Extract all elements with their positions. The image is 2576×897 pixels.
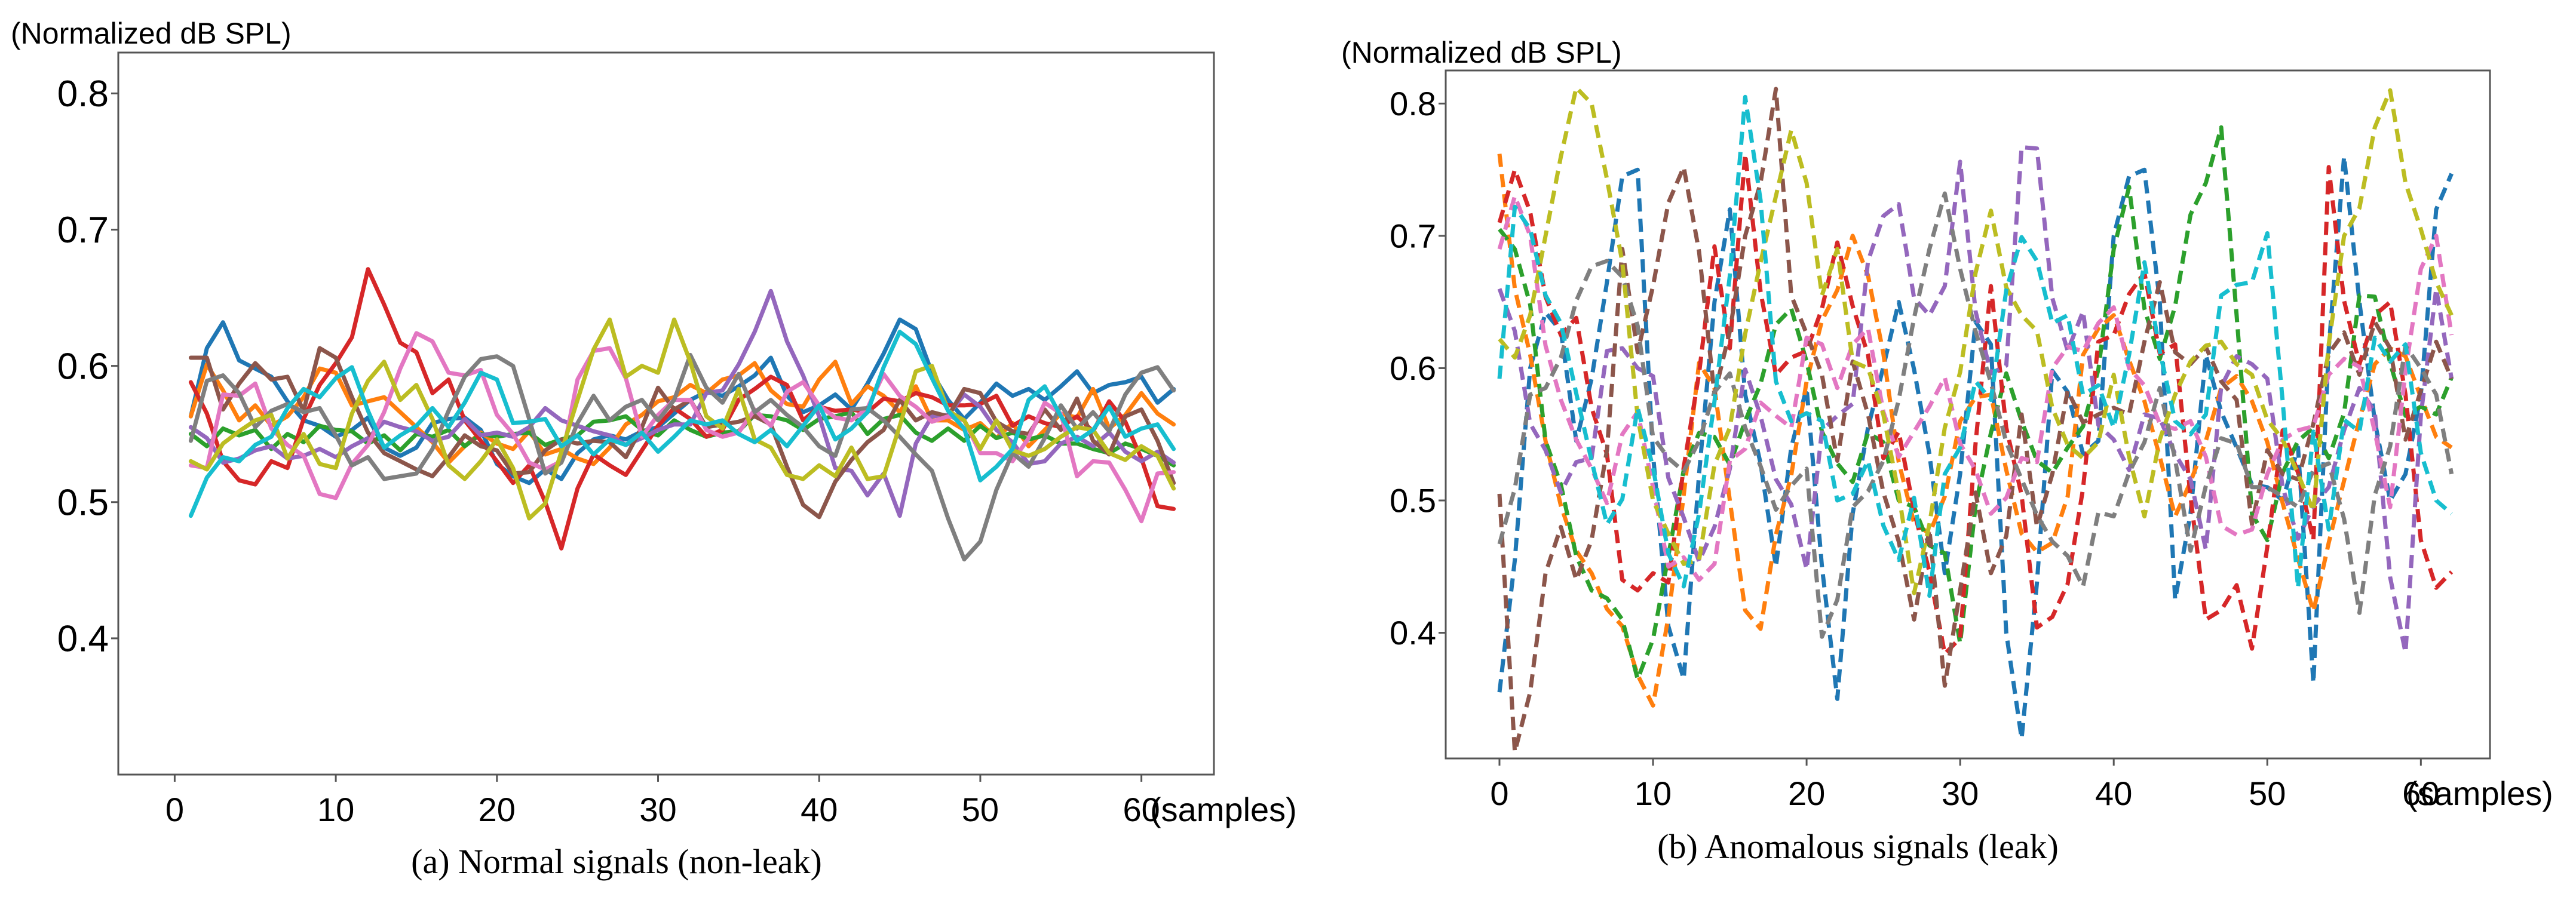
y-tick-label: 0.8 [1390, 85, 1436, 122]
y-axis-label: (Normalized dB SPL) [11, 17, 292, 50]
x-tick-label: 40 [2095, 775, 2132, 812]
y-tick-label: 0.8 [57, 73, 109, 115]
series-line-cyan [188, 330, 1176, 518]
chart-caption: (b) Anomalous signals (leak) [1657, 827, 2059, 866]
y-tick-label: 0.6 [57, 346, 109, 387]
chart-caption: (a) Normal signals (non-leak) [411, 842, 822, 881]
plot-area: 0.4 0.5 0.6 0.7 0.8 0 10 20 30 40 50 60 [57, 51, 1215, 828]
x-tick-label: 20 [479, 791, 516, 828]
series-line-olive [188, 317, 1176, 521]
x-tick-label: 60 [1123, 791, 1160, 828]
y-tick-label: 0.7 [57, 210, 109, 251]
y-tick-label: 0.4 [1390, 614, 1436, 652]
x-axis-label: (samples) [1150, 791, 1297, 828]
x-tick-label: 50 [2249, 775, 2286, 812]
series-line-brown [1497, 87, 2454, 754]
x-axis-label: (samples) [2406, 775, 2553, 812]
series-line-cyan [1497, 94, 2453, 598]
series-group [1497, 85, 2454, 754]
series-line-gray [1497, 191, 2454, 639]
x-tick-label: 0 [165, 791, 184, 828]
y-tick-label: 0.4 [57, 619, 109, 660]
x-tick-label: 0 [1490, 775, 1508, 812]
chart-anomalous-signals: (Normalized dB SPL) 0.4 0.5 0.6 0.7 0.8 0 10 20… [1341, 36, 2553, 866]
x-tick-label: 30 [1942, 775, 1979, 812]
series-line-brown [188, 346, 1176, 520]
y-tick-label: 0.7 [1390, 217, 1436, 255]
series-line-red [188, 267, 1176, 551]
x-tick-label: 20 [1788, 775, 1825, 812]
y-tick-label: 0.6 [1390, 349, 1436, 387]
series-line-purple [1497, 145, 2454, 655]
series-line-olive [1498, 85, 2454, 595]
series-line-gray [188, 352, 1176, 562]
chart-normal-signals: (Normalized dB SPL) 0.4 0.5 0.6 0.7 0.8 0 10 20… [11, 17, 1297, 881]
x-tick-label: 30 [639, 791, 676, 828]
series-line-purple [188, 288, 1176, 518]
x-tick-label: 60 [2402, 775, 2439, 812]
x-tick-label: 10 [317, 791, 354, 828]
series-line-red [1497, 152, 2454, 656]
x-tick-label: 40 [801, 791, 838, 828]
plot-frame [1445, 69, 2491, 760]
x-tick-label: 50 [962, 791, 999, 828]
y-axis-label: (Normalized dB SPL) [1341, 36, 1622, 69]
series-group [188, 267, 1176, 562]
x-tick-label: 10 [1634, 775, 1672, 812]
y-tick-label: 0.5 [1390, 482, 1436, 520]
plot-frame [117, 51, 1215, 776]
y-tick-label: 0.5 [57, 482, 109, 523]
plot-area: 0.4 0.5 0.6 0.7 0.8 0 10 20 30 40 50 60 [1390, 69, 2491, 812]
